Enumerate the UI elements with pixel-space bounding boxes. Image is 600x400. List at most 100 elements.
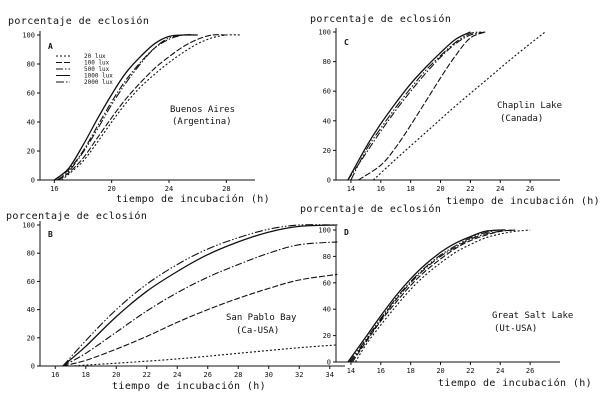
panel-c-location-sub: (Canada) <box>500 114 543 124</box>
panel-d-plot: 0 20 40 60 80 100 14 16 18 20 22 24 26 <box>318 226 560 375</box>
panel-c-ytick-label: 40 <box>323 117 331 125</box>
panel-d-xtick-label: 18 <box>406 367 414 375</box>
panel-d-xtick-label: 16 <box>377 367 385 375</box>
panel-b-xtick-label: 28 <box>234 371 242 379</box>
panel-d-xtick-label: 14 <box>347 367 355 375</box>
panel-d-xlabel: tiempo de incubación (h) <box>438 377 592 389</box>
panel-b-xtick-label: 16 <box>51 371 59 379</box>
panel-c-xtick-label: 18 <box>406 185 414 193</box>
panel-a-ytick-label: 20 <box>27 148 35 156</box>
panel-d-ylabel: porcentaje de eclosión <box>300 203 441 215</box>
panel-a-xlabel: tiempo de incubación (h) <box>116 193 270 205</box>
panel-b-ytick-label: 0 <box>31 363 35 371</box>
panel-b-xtick-label: 34 <box>326 371 334 379</box>
panel-c-series-1000-lux <box>347 31 471 181</box>
panel-b-xtick-label: 22 <box>143 371 151 379</box>
panel-a-series-1000-lux <box>53 34 198 181</box>
panel-d-series-100-lux <box>351 229 516 363</box>
panel-d-xtick-label: 20 <box>436 367 444 375</box>
panel-c-ylabel: porcentaje de eclosión <box>310 13 451 25</box>
panel-b-ylabel: porcentaje de eclosión <box>6 210 147 222</box>
panel-b-series-20-lux <box>70 344 338 367</box>
panel-a-series-2000-lux <box>56 34 184 181</box>
panel-d-series-20-lux <box>354 229 531 363</box>
panel-d-ytick-label: 40 <box>323 306 331 314</box>
panel-c-ytick-label: 60 <box>323 88 331 96</box>
panel-a-series-100-lux <box>58 34 227 181</box>
panel-a-xtick-label: 24 <box>165 185 173 193</box>
panel-b-ytick-label: 80 <box>27 250 35 258</box>
panel-d-series-500-lux <box>350 229 516 363</box>
panel-d-series-2000-lux <box>348 229 508 363</box>
panel-a-location-sub: (Argentina) <box>172 117 232 127</box>
panel-d-location: Great Salt Lake <box>492 311 573 321</box>
panel-a-xtick-label: 20 <box>107 185 115 193</box>
panel-c-plot: 0 20 40 60 80 100 14 16 18 20 22 24 26 <box>318 28 560 193</box>
panel-d-xtick-label: 24 <box>496 367 504 375</box>
panel-d-letter: D <box>344 228 349 237</box>
panel-a-series-20-lux <box>61 34 241 181</box>
panel-c-xtick-label: 24 <box>496 185 504 193</box>
panel-b-series-2000-lux <box>62 224 338 367</box>
panel-d-series-1000-lux <box>347 229 501 363</box>
panel-b-xtick-label: 20 <box>112 371 120 379</box>
panel-c-xlabel: tiempo de incubación (h) <box>446 195 600 207</box>
panel-a-series-500-lux <box>53 34 198 181</box>
panel-c-location: Chaplin Lake <box>497 101 562 111</box>
panel-d-ytick-label: 0 <box>327 359 331 367</box>
panel-b-ytick-label: 40 <box>27 306 35 314</box>
panel-c-ytick-label: 80 <box>323 58 331 66</box>
panel-b-ytick-label: 60 <box>27 278 35 286</box>
legend-label: 1000 lux <box>84 73 113 80</box>
panel-a-location: Buenos Aires <box>170 105 235 115</box>
panel-b: porcentaje de eclosión B San Pablo Bay (… <box>6 210 345 379</box>
panel-b-xtick-label: 24 <box>173 371 181 379</box>
panel-c-xtick-label: 16 <box>377 185 385 193</box>
panel-c-ytick-label: 20 <box>323 147 331 155</box>
legend-label: 20 lux <box>84 53 106 60</box>
panel-c-xtick-label: 22 <box>466 185 474 193</box>
panel-d-ytick-label: 20 <box>323 332 331 340</box>
legend-label: 2000 lux <box>84 79 113 86</box>
panel-d-ytick-label: 60 <box>323 279 331 287</box>
panel-b-ytick-label: 100 <box>22 222 35 230</box>
panel-d: porcentaje de eclosión D Great Salt Lake… <box>300 203 573 375</box>
panel-b-series-1000-lux <box>62 224 338 367</box>
panel-c-series-2000-lux <box>350 31 483 181</box>
panel-c-xtick-label: 20 <box>436 185 444 193</box>
panel-a-ytick-label: 0 <box>31 177 35 185</box>
panel-d-xtick-label: 22 <box>466 367 474 375</box>
panel-c-series-20-lux <box>372 31 546 181</box>
panel-b-xtick-label: 26 <box>204 371 212 379</box>
panel-a-ytick-label: 80 <box>27 61 35 69</box>
panel-b-xlabel: tiempo de incubación (h) <box>112 380 266 392</box>
panel-b-series-100-lux <box>62 273 338 367</box>
panel-c-xtick-label: 26 <box>526 185 534 193</box>
panel-b-xtick-label: 18 <box>82 371 90 379</box>
panel-a-ytick-label: 40 <box>27 119 35 127</box>
panel-c-letter: C <box>344 38 349 47</box>
panel-b-location: San Pablo Bay <box>226 313 297 323</box>
panel-a-xtick-label: 16 <box>50 185 58 193</box>
panel-a-ytick-label: 100 <box>22 32 35 40</box>
panel-c: porcentaje de eclosión C Chaplin Lake (C… <box>310 13 562 193</box>
panel-d-ytick-label: 80 <box>323 253 331 261</box>
legend-label: 100 lux <box>84 60 110 67</box>
panel-a-letter: A <box>48 42 53 51</box>
panel-b-location-sub: (Ca-USA) <box>236 326 279 336</box>
panel-b-xtick-label: 30 <box>265 371 273 379</box>
panel-a-ylabel: porcentaje de eclosión <box>8 15 149 27</box>
panel-d-ytick-label: 100 <box>318 227 331 235</box>
panel-b-ytick-label: 20 <box>27 334 35 342</box>
legend-label: 500 lux <box>84 66 110 73</box>
panel-d-location-sub: (Ut-USA) <box>494 324 537 334</box>
panel-b-series-500-lux <box>62 241 338 367</box>
panel-c-ytick-label: 100 <box>318 29 331 37</box>
panel-a: porcentaje de eclosión A Buenos Aires (A… <box>8 15 255 193</box>
panel-d-xtick-label: 26 <box>526 367 534 375</box>
panel-b-xtick-label: 32 <box>295 371 303 379</box>
panel-c-ytick-label: 0 <box>327 177 331 185</box>
panel-c-series-500-lux <box>347 31 486 181</box>
